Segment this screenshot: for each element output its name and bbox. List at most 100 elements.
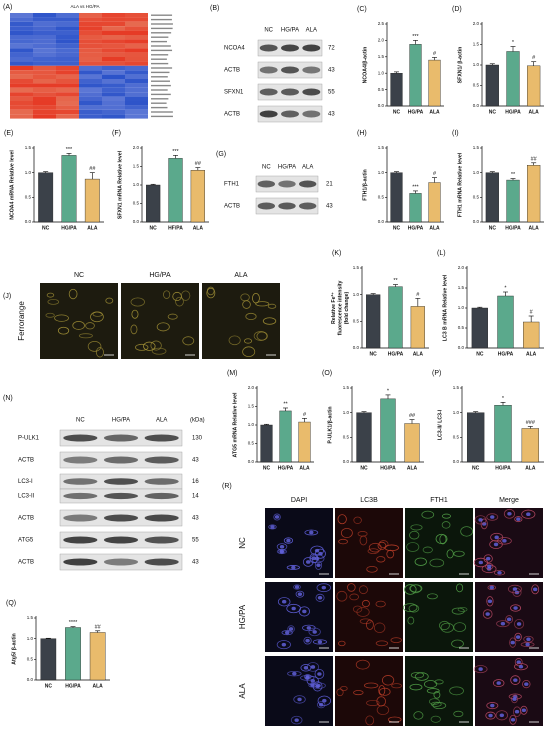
nucleus [291,606,296,611]
heatmap-cell [79,17,102,22]
heatmap-cell [33,30,56,35]
y-tick-label: 0.5 [458,325,465,330]
cell [306,662,320,672]
cell [151,347,167,355]
cell [206,286,215,296]
nucleus [281,642,287,647]
nucleus [489,585,494,590]
bar [466,412,485,463]
cell [514,632,522,642]
cell [68,288,78,300]
kda-value: 43 [328,112,335,118]
protein-name: P-ULK1 [18,436,40,442]
column-label: NC [74,272,84,279]
cell [407,616,415,625]
error-bar [531,162,537,166]
cell [267,303,277,309]
heatmap-cell [102,101,125,106]
micrograph [265,582,333,652]
heatmap-cell [125,105,148,110]
y-tick-label: 1.0 [453,410,460,415]
heatmap-cell [56,105,79,110]
bar [506,51,520,107]
micrograph [121,283,199,359]
cell [438,620,450,631]
nucleus [309,530,314,535]
cell [276,640,291,650]
heatmap-cell [125,87,148,93]
cell [340,527,353,539]
blot-band [257,202,276,210]
bar [190,169,205,223]
kda-value: 130 [192,436,203,442]
cell [156,322,170,332]
micrograph [202,283,280,359]
heatmap-cell [56,114,79,119]
error-bar [302,418,307,423]
nucleus [314,548,320,553]
heatmap-cell [33,87,56,93]
heatmap-cell [102,21,125,27]
x-tick-label: HG/PA [505,109,521,115]
cell [485,562,494,570]
significance: ** [283,401,288,407]
y-tick-label: 2.0 [133,145,140,150]
heatmap-cell [125,13,148,18]
x-tick-label: ALA [526,351,537,357]
cell [338,640,346,647]
cell [473,665,488,674]
heatmap-cell [10,65,33,71]
cell [310,545,324,556]
protein-name: NCOA4 [224,46,245,52]
error-bar [70,626,76,628]
heatmap-cell [56,39,79,44]
blot-band [63,478,98,485]
significance: # [530,309,534,315]
heatmap-cell [125,61,148,66]
gene-label-stub [151,111,173,113]
gene-label-stub [151,49,173,52]
heatmap-cell [10,17,33,22]
y-tick-label: 0.0 [25,219,32,224]
cell [304,529,319,536]
y-tick-label: 2.0 [248,385,255,390]
heatmap-cell [102,65,125,71]
error-bar [510,178,516,181]
gene-label-stub [151,98,169,100]
gene-label-stub [151,71,170,74]
bar [527,65,541,107]
gene-label-stub [151,27,173,30]
cell [379,687,391,696]
heatmap-cell [33,43,56,49]
nucleus [525,642,530,647]
blot-band [63,492,98,500]
heatmap-cell [102,43,125,49]
cell [300,674,315,681]
heatmap-cell [102,79,125,84]
cell [486,702,499,710]
cell [353,516,362,525]
y-tick-label: 0.5 [248,441,255,446]
cell [243,338,253,344]
cell [414,557,427,566]
x-tick-label: HG/PA [505,225,521,231]
bar [523,321,540,349]
y-tick-label: 0.0 [458,345,465,350]
heatmap-cell [56,48,79,53]
cell [283,537,294,544]
protein-name: ACTB [224,68,240,74]
heatmap-cell [102,70,125,75]
gene-label-stub [151,93,171,96]
heatmap-cell [10,101,33,106]
nucleus [310,665,316,669]
significance: * [504,285,507,291]
bar [380,398,396,463]
heatmap-cell [102,74,125,79]
error-bar [413,190,418,194]
y-tick-label: 0.0 [378,103,385,108]
cell [90,311,104,323]
y-tick-label: 1.5 [473,145,480,150]
row-label: HG/PA [238,604,247,629]
column-label: LC3B [360,497,378,504]
cell [391,683,402,689]
